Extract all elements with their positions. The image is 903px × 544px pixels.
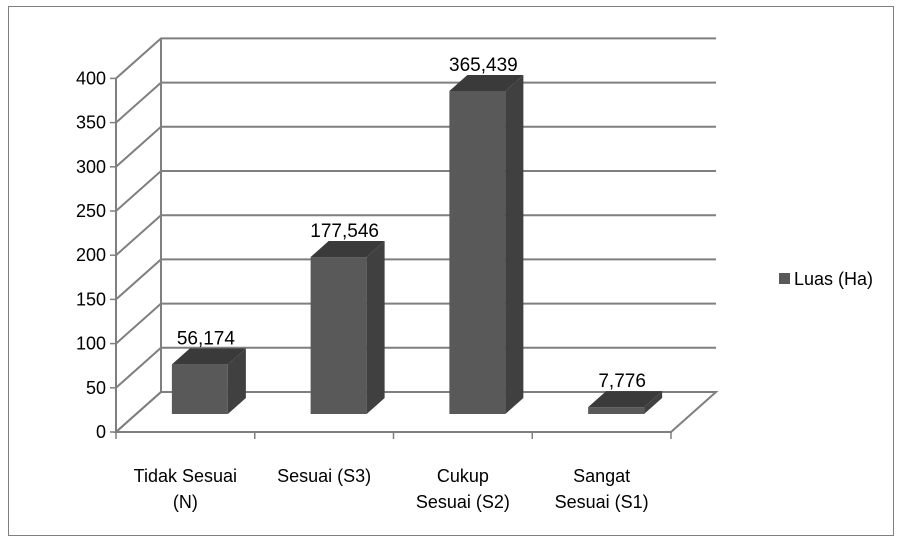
bar-front [449, 90, 506, 414]
category-label: Cukup Sesuai (S2) [416, 466, 510, 512]
y-tick-label: 300 [76, 157, 106, 177]
y-axis-ticks: 0 50 100 150 200 250 300 350 400 [76, 68, 116, 442]
y-tick-label: 350 [76, 113, 106, 133]
y-tick-label: 150 [76, 289, 106, 309]
category-label: Sesuai (S3) [277, 466, 371, 486]
data-label: 177,546 [310, 221, 379, 242]
legend-label: Luas (Ha) [794, 269, 873, 289]
bar-top [171, 348, 246, 365]
bar [171, 348, 246, 414]
bar-side [227, 348, 246, 414]
legend-swatch [779, 273, 790, 284]
bar-front [588, 407, 645, 414]
bar-side [366, 241, 385, 414]
category-label-line: Sesuai (S2) [416, 492, 510, 512]
data-label: 7,776 [598, 371, 646, 392]
bar-front [171, 364, 228, 414]
y-tick-label: 50 [86, 378, 106, 398]
category-label: Sangat Sesuai (S1) [555, 466, 649, 512]
y-tick-label: 100 [76, 334, 106, 354]
legend: Luas (Ha) [779, 269, 873, 289]
bars [171, 74, 663, 414]
bar-top [588, 391, 663, 408]
data-labels: 56,174 177,546 365,439 7,776 [177, 55, 646, 392]
chart-area: 0 50 100 150 200 250 300 350 400 56,174 177,546 36… [8, 6, 894, 536]
floor [113, 391, 719, 433]
category-label-line: Sangat [573, 466, 630, 486]
bar-side [505, 74, 524, 414]
y-tick-label: 400 [76, 68, 106, 88]
category-label-line: Sesuai (S3) [277, 466, 371, 486]
bar [588, 391, 663, 414]
bar-chart: 0 50 100 150 200 250 300 350 400 56,174 177,546 36… [76, 37, 873, 512]
category-label-line: Tidak Sesuai [134, 466, 237, 486]
category-label: Tidak Sesuai (N) [134, 466, 237, 512]
bar [449, 74, 524, 414]
bar-top [449, 74, 524, 91]
y-tick-label: 0 [96, 422, 106, 442]
y-tick-label: 250 [76, 201, 106, 221]
bar-top [310, 241, 385, 258]
x-axis-categories: Tidak Sesuai (N) Sesuai (S3) Cukup Sesuai (S… [134, 466, 649, 512]
data-label: 365,439 [449, 55, 518, 76]
data-label: 56,174 [177, 328, 236, 349]
bar-side [644, 391, 663, 414]
category-label-line: Sesuai (S1) [555, 492, 649, 512]
bar [310, 241, 385, 414]
y-tick-label: 200 [76, 245, 106, 265]
category-label-line: Cukup [437, 466, 489, 486]
category-label-line: (N) [173, 492, 198, 512]
bar-front [310, 257, 367, 414]
